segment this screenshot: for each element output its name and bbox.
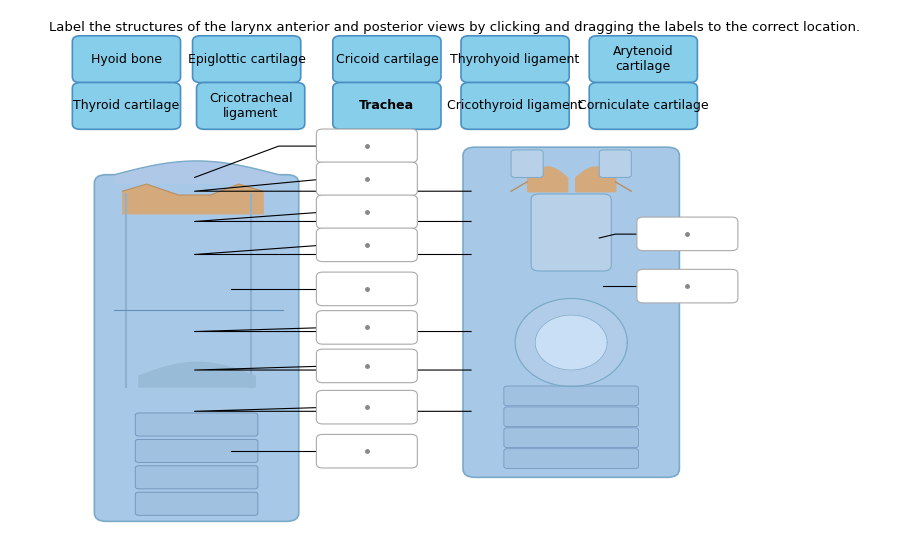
FancyBboxPatch shape [504,428,639,447]
Text: Trachea: Trachea [359,100,414,112]
Text: Cricoid cartilage: Cricoid cartilage [336,53,439,66]
FancyBboxPatch shape [136,413,258,436]
FancyBboxPatch shape [504,386,639,406]
FancyBboxPatch shape [600,150,632,178]
Text: Thyroid cartilage: Thyroid cartilage [74,100,179,112]
FancyBboxPatch shape [590,82,697,129]
FancyBboxPatch shape [317,228,418,262]
FancyBboxPatch shape [590,36,697,82]
FancyBboxPatch shape [317,435,418,468]
Text: Arytenoid
cartilage: Arytenoid cartilage [613,45,673,73]
FancyBboxPatch shape [463,147,680,477]
FancyBboxPatch shape [317,195,418,228]
Text: Epiglottic cartilage: Epiglottic cartilage [187,53,306,66]
FancyBboxPatch shape [317,272,418,306]
FancyBboxPatch shape [504,448,639,468]
FancyBboxPatch shape [504,407,639,427]
FancyBboxPatch shape [461,82,569,129]
FancyBboxPatch shape [317,162,418,196]
Text: Corniculate cartilage: Corniculate cartilage [578,100,709,112]
Polygon shape [535,315,607,370]
FancyBboxPatch shape [637,269,738,303]
FancyBboxPatch shape [637,217,738,251]
FancyBboxPatch shape [136,466,258,489]
FancyBboxPatch shape [136,440,258,462]
FancyBboxPatch shape [136,492,258,515]
FancyBboxPatch shape [95,175,298,521]
FancyBboxPatch shape [73,82,180,129]
FancyBboxPatch shape [333,36,441,82]
FancyBboxPatch shape [73,36,180,82]
Text: Label the structures of the larynx anterior and posterior views by clicking and : Label the structures of the larynx anter… [49,20,861,34]
FancyBboxPatch shape [193,36,300,82]
FancyBboxPatch shape [461,36,569,82]
FancyBboxPatch shape [317,311,418,344]
FancyBboxPatch shape [317,129,418,163]
Text: Thyrohyoid ligament: Thyrohyoid ligament [450,53,580,66]
FancyBboxPatch shape [333,82,441,129]
Polygon shape [515,299,627,387]
FancyBboxPatch shape [511,150,543,178]
FancyBboxPatch shape [317,349,418,383]
Text: Cricothyroid ligament: Cricothyroid ligament [448,100,582,112]
Text: Cricotracheal
ligament: Cricotracheal ligament [208,92,292,120]
FancyBboxPatch shape [197,82,305,129]
Text: Hyoid bone: Hyoid bone [91,53,162,66]
FancyBboxPatch shape [317,390,418,424]
FancyBboxPatch shape [531,194,612,271]
